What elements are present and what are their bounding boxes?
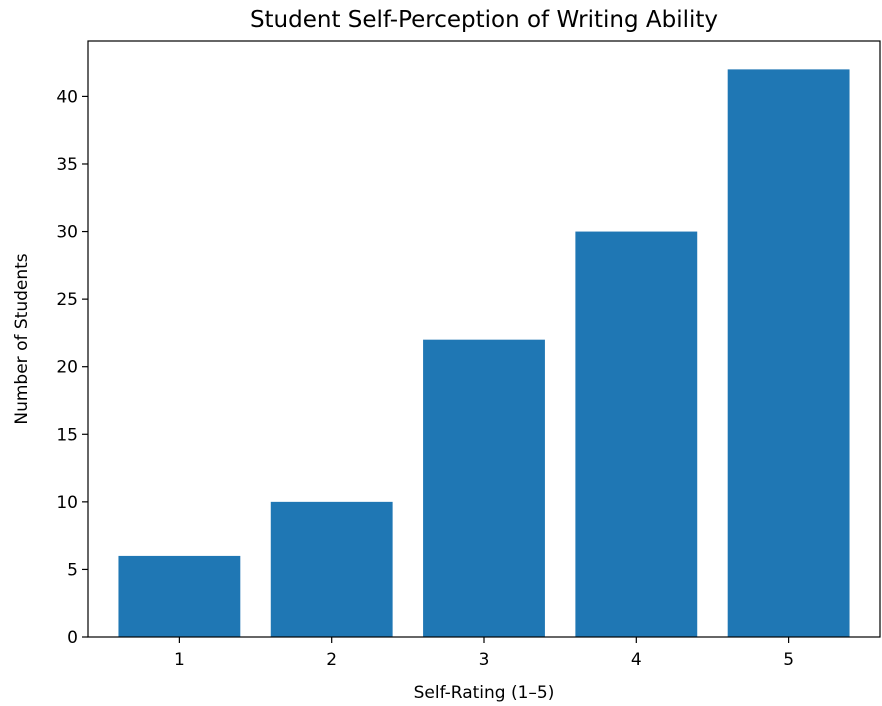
y-tick-label: 20 <box>56 358 78 378</box>
x-tick-label: 1 <box>174 650 185 670</box>
bar-3 <box>423 339 545 637</box>
y-tick-label: 5 <box>67 560 78 580</box>
y-tick-label: 40 <box>56 87 78 107</box>
y-tick-label: 10 <box>56 493 78 513</box>
x-axis-ticks: 1 2 3 4 5 <box>174 637 794 670</box>
plot-frame <box>87 40 881 638</box>
y-tick-label: 15 <box>56 425 78 445</box>
y-tick-label: 30 <box>56 223 78 243</box>
bar-4 <box>575 231 698 638</box>
x-tick-label: 4 <box>631 650 642 670</box>
y-tick-label: 25 <box>56 290 78 310</box>
bar-1 <box>118 555 241 637</box>
x-tick-label: 3 <box>479 650 490 670</box>
x-tick-label: 5 <box>783 650 794 670</box>
y-axis-label: Number of Students <box>12 253 32 424</box>
x-axis-label: Self-Rating (1–5) <box>414 683 555 703</box>
bar-2 <box>270 501 393 637</box>
chart-title: Student Self-Perception of Writing Abili… <box>250 7 718 33</box>
y-axis-ticks: 0 5 10 15 20 25 30 35 40 <box>56 87 88 648</box>
y-tick-label: 35 <box>56 155 78 175</box>
y-tick-label: 0 <box>67 628 78 648</box>
x-tick-label: 2 <box>326 650 337 670</box>
bars-layer <box>118 69 850 638</box>
bar-5 <box>727 69 850 637</box>
